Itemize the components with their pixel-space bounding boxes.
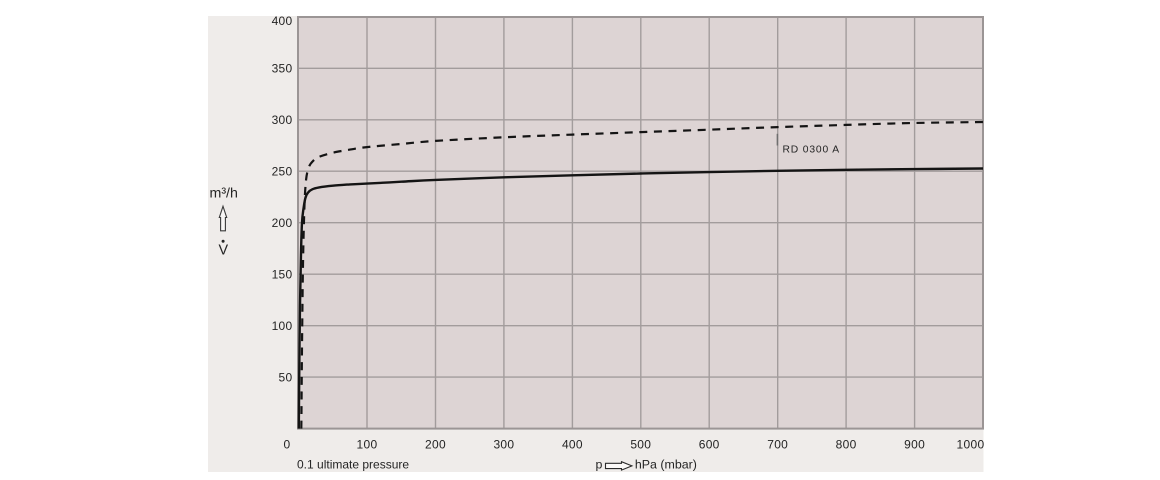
svg-text:350: 350 xyxy=(272,62,293,76)
svg-text:400: 400 xyxy=(272,14,293,28)
svg-text:m³/h: m³/h xyxy=(210,186,238,202)
svg-text:1000: 1000 xyxy=(957,438,985,452)
svg-text:200: 200 xyxy=(425,438,446,452)
svg-text:50: 50 xyxy=(279,370,293,384)
svg-text:400: 400 xyxy=(562,438,583,452)
svg-text:600: 600 xyxy=(699,438,720,452)
svg-text:150: 150 xyxy=(272,267,293,281)
svg-text:V: V xyxy=(218,242,228,258)
svg-text:100: 100 xyxy=(357,438,378,452)
svg-text:300: 300 xyxy=(493,438,514,452)
svg-text:p: p xyxy=(596,457,603,471)
svg-text:RD 0300 A: RD 0300 A xyxy=(783,145,840,156)
svg-text:500: 500 xyxy=(630,438,651,452)
svg-text:200: 200 xyxy=(272,216,293,230)
svg-text:250: 250 xyxy=(272,164,293,178)
svg-text:800: 800 xyxy=(836,438,857,452)
svg-text:900: 900 xyxy=(904,438,925,452)
svg-text:700: 700 xyxy=(767,438,788,452)
svg-text:hPa (mbar): hPa (mbar) xyxy=(635,457,697,471)
svg-text:0.1 ultimate pressure: 0.1 ultimate pressure xyxy=(297,457,409,471)
svg-text:300: 300 xyxy=(272,113,293,127)
svg-text:0: 0 xyxy=(284,438,291,452)
svg-text:100: 100 xyxy=(272,319,293,333)
